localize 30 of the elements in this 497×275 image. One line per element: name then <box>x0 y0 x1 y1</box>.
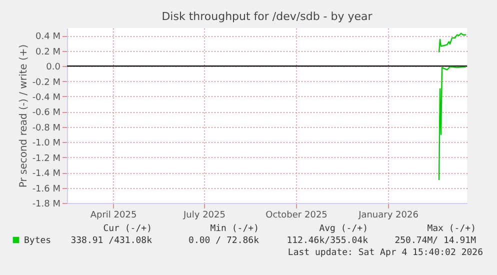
y-tick-label: -0.8 M <box>32 123 60 134</box>
line-series <box>438 66 467 181</box>
y-tick-label: -0.4 M <box>32 92 60 103</box>
x-tick-label: July 2025 <box>182 210 226 220</box>
text: Max (-/+) <box>427 224 476 234</box>
y-tick-label: -1.6 M <box>32 184 60 194</box>
chart-title: Disk throughput for /dev/sdb - by year <box>162 10 373 23</box>
text: 112.46k/355.04k <box>286 236 369 246</box>
text: Min (-/+) <box>210 224 259 234</box>
y-tick-label: 0.4 M <box>36 32 60 42</box>
line-series <box>438 32 467 53</box>
text: Cur (-/+) <box>103 224 152 234</box>
y-tick-label: -0.6 M <box>32 108 60 118</box>
y-tick-label: -1.0 M <box>32 138 60 149</box>
y-tick-label: 0.2 M <box>36 47 60 58</box>
y-tick-label: -1.8 M <box>32 200 60 210</box>
y-axis-title: Pr second read (-) / write (+) <box>18 44 30 188</box>
y-tick-label: -0.2 M <box>32 78 60 88</box>
text: 250.74M/ 14.91M <box>394 236 477 246</box>
y-tick-label: 0.0 <box>46 62 61 73</box>
x-tick-label: April 2025 <box>90 210 137 220</box>
legend-label: Bytes <box>24 236 52 246</box>
text: Avg (-/+) <box>319 224 368 234</box>
text: Last update: Sat Apr 4 15:40:02 2026 <box>288 248 483 258</box>
x-tick-label: January 2026 <box>358 210 419 220</box>
y-tick-label: -1.4 M <box>32 169 60 180</box>
text: 338.91 /431.08k <box>70 236 153 246</box>
text: 0.00 / 72.86k <box>188 236 260 246</box>
y-tick-label: -1.2 M <box>32 154 60 164</box>
x-tick-label: October 2025 <box>266 210 328 220</box>
